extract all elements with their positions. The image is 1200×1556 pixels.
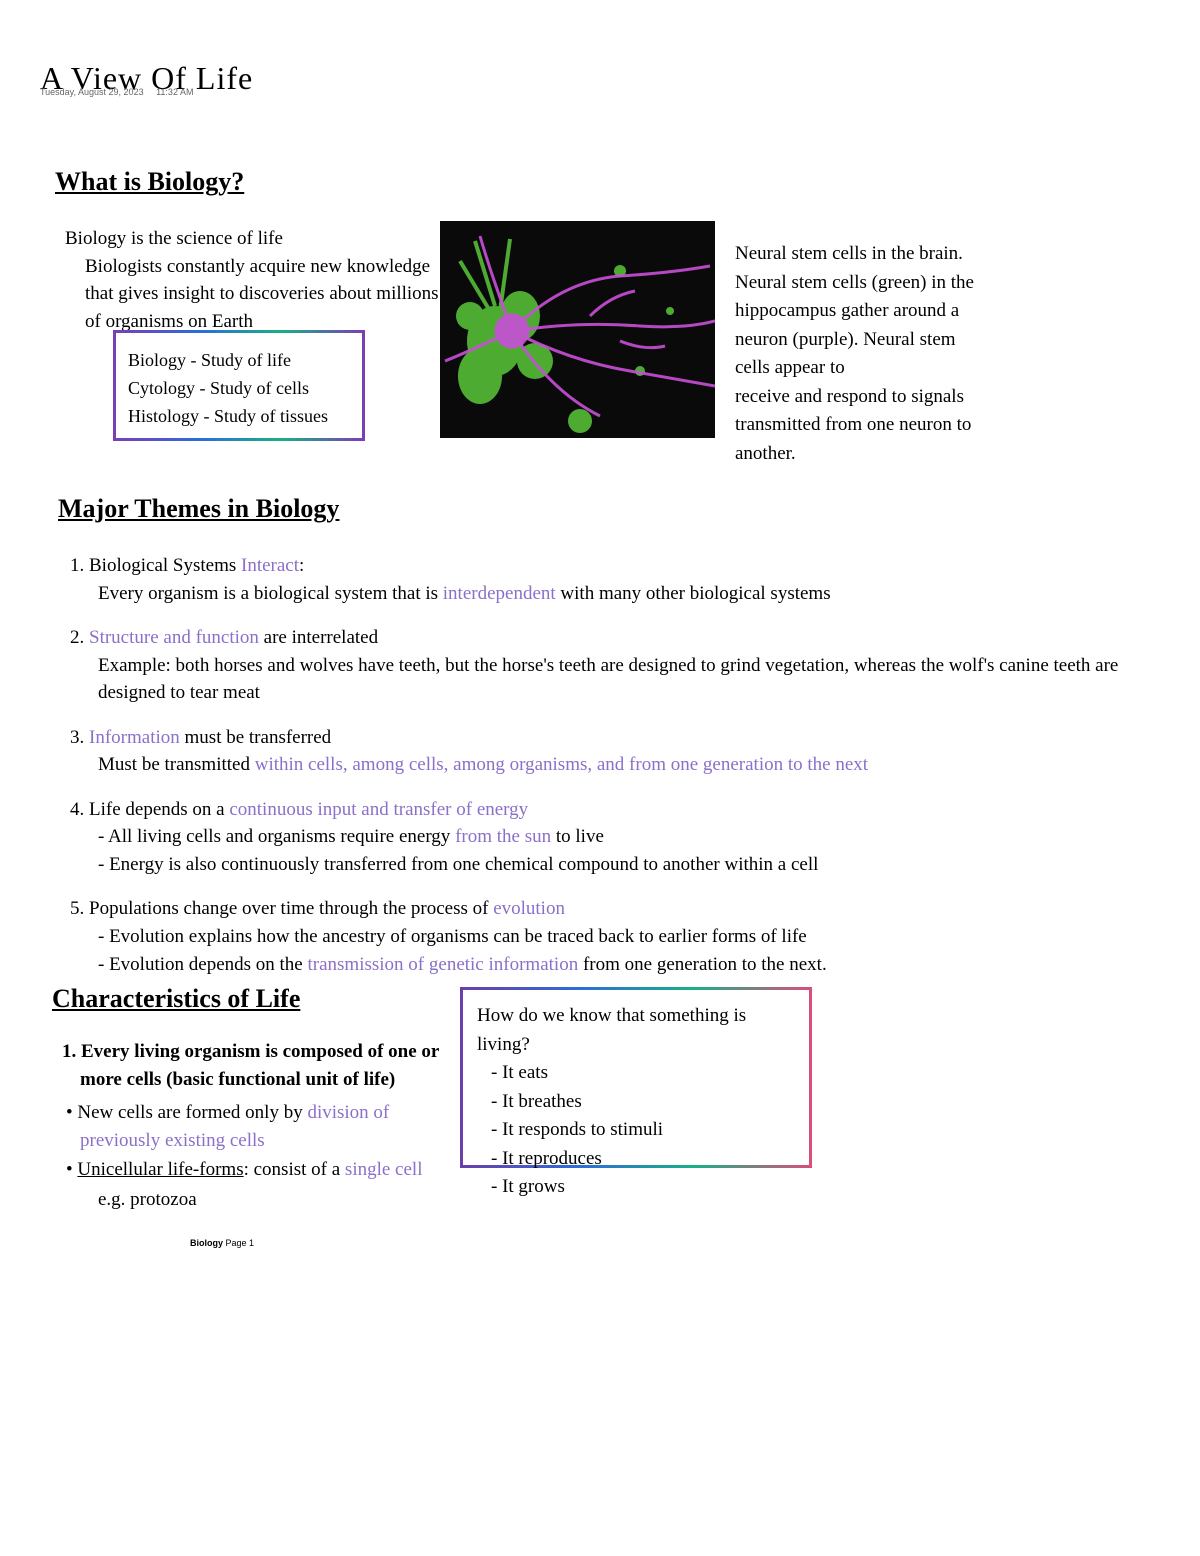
t3-sub: Must be transmitted within cells, among … bbox=[70, 751, 1130, 779]
t2-sub: Example: both horses and wolves have tee… bbox=[70, 652, 1130, 707]
t4-b2: - Energy is also continuously transferre… bbox=[70, 851, 1130, 879]
theme-1: 1. Biological Systems Interact: Every or… bbox=[70, 552, 1130, 607]
t1-hl: Interact bbox=[241, 555, 299, 576]
living-q: How do we know that something is living? bbox=[477, 1002, 795, 1059]
neural-image bbox=[440, 221, 715, 438]
t2-post: are interrelated bbox=[259, 627, 378, 648]
t5-b2-b: from one generation to the next. bbox=[578, 954, 827, 975]
living-3: - It responds to stimuli bbox=[477, 1116, 795, 1145]
footer-page: Page 1 bbox=[226, 1238, 255, 1248]
section-heading-themes: Major Themes in Biology bbox=[58, 490, 339, 528]
definitions-box: Biology - Study of life Cytology - Study… bbox=[113, 330, 365, 441]
t1-sub-b: with many other biological systems bbox=[556, 583, 831, 604]
char-1-eg: e.g. protozoa bbox=[62, 1186, 442, 1214]
t5-b2: - Evolution depends on the transmission … bbox=[70, 951, 1130, 979]
t1-sub-hl: interdependent bbox=[443, 583, 556, 604]
t2-hl: Structure and function bbox=[89, 627, 259, 648]
t3-sub-a: Must be transmitted bbox=[98, 754, 255, 775]
t4-b1-b: to live bbox=[551, 826, 604, 847]
section-heading-characteristics: Characteristics of Life bbox=[52, 980, 300, 1018]
char-1-bullet2: Unicellular life-forms: consist of a sin… bbox=[62, 1156, 442, 1184]
characteristics-col: 1. Every living organism is composed of … bbox=[62, 1038, 442, 1213]
page-meta: Tuesday, August 29, 2023 11:32 AM bbox=[40, 86, 193, 99]
footer-subject: Biology bbox=[190, 1238, 226, 1248]
t4-b1-a: - All living cells and organisms require… bbox=[98, 826, 455, 847]
intro-block: Biology is the science of life Biologist… bbox=[65, 225, 445, 335]
t1-sub: Every organism is a biological system th… bbox=[70, 580, 1130, 608]
caption-part1: Neural stem cells in the brain. Neural s… bbox=[735, 243, 974, 378]
intro-line1: Biology is the science of life bbox=[65, 225, 445, 253]
intro-sub: Biologists constantly acquire new knowle… bbox=[65, 253, 445, 336]
section-heading-biology: What is Biology? bbox=[55, 163, 244, 201]
t3-sub-hl: within cells, among cells, among organis… bbox=[255, 754, 868, 775]
themes-list: 1. Biological Systems Interact: Every or… bbox=[70, 552, 1130, 995]
living-1: - It eats bbox=[477, 1059, 795, 1088]
char-1: 1. Every living organism is composed of … bbox=[62, 1038, 442, 1093]
t3-pre: 3. bbox=[70, 727, 89, 748]
def-biology: Biology - Study of life bbox=[128, 347, 350, 375]
living-4: - It reproduces bbox=[477, 1145, 795, 1174]
c1b2hl: single cell bbox=[345, 1159, 423, 1180]
theme-2: 2. Structure and function are interrelat… bbox=[70, 624, 1130, 707]
c1b1a: New cells are formed only by bbox=[77, 1102, 307, 1123]
page-footer: Biology Page 1 bbox=[190, 1237, 254, 1250]
t5-hl: evolution bbox=[493, 898, 565, 919]
t4-b1: - All living cells and organisms require… bbox=[70, 823, 1130, 851]
theme-4: 4. Life depends on a continuous input an… bbox=[70, 796, 1130, 879]
t1-sub-a: Every organism is a biological system th… bbox=[98, 583, 443, 604]
t3-post: must be transferred bbox=[180, 727, 331, 748]
t5-pre: 5. Populations change over time through … bbox=[70, 898, 493, 919]
meta-time: 11:32 AM bbox=[156, 87, 193, 97]
meta-date: Tuesday, August 29, 2023 bbox=[40, 87, 144, 97]
theme-3: 3. Information must be transferred Must … bbox=[70, 724, 1130, 779]
t2-pre: 2. bbox=[70, 627, 89, 648]
t4-hl: continuous input and transfer of energy bbox=[229, 799, 528, 820]
t5-b2-a: - Evolution depends on the bbox=[98, 954, 308, 975]
caption-part2: receive and respond to signals transmitt… bbox=[735, 386, 971, 464]
t3-hl: Information bbox=[89, 727, 180, 748]
c1b2u: Unicellular life-forms bbox=[77, 1159, 243, 1180]
living-2: - It breathes bbox=[477, 1088, 795, 1117]
t5-b1: - Evolution explains how the ancestry of… bbox=[70, 923, 1130, 951]
image-caption: Neural stem cells in the brain. Neural s… bbox=[735, 240, 975, 468]
t1-post: : bbox=[299, 555, 304, 576]
t4-b1-hl: from the sun bbox=[455, 826, 551, 847]
def-cytology: Cytology - Study of cells bbox=[128, 375, 350, 403]
living-box: How do we know that something is living?… bbox=[460, 987, 812, 1168]
t1-pre: 1. Biological Systems bbox=[70, 555, 241, 576]
char-1-bullet1: New cells are formed only by division of… bbox=[62, 1099, 442, 1154]
def-histology: Histology - Study of tissues bbox=[128, 403, 350, 431]
c1b2a: : consist of a bbox=[244, 1159, 345, 1180]
living-5: - It grows bbox=[477, 1173, 795, 1202]
theme-5: 5. Populations change over time through … bbox=[70, 895, 1130, 978]
t4-pre: 4. Life depends on a bbox=[70, 799, 229, 820]
t5-b2-hl: transmission of genetic information bbox=[308, 954, 579, 975]
